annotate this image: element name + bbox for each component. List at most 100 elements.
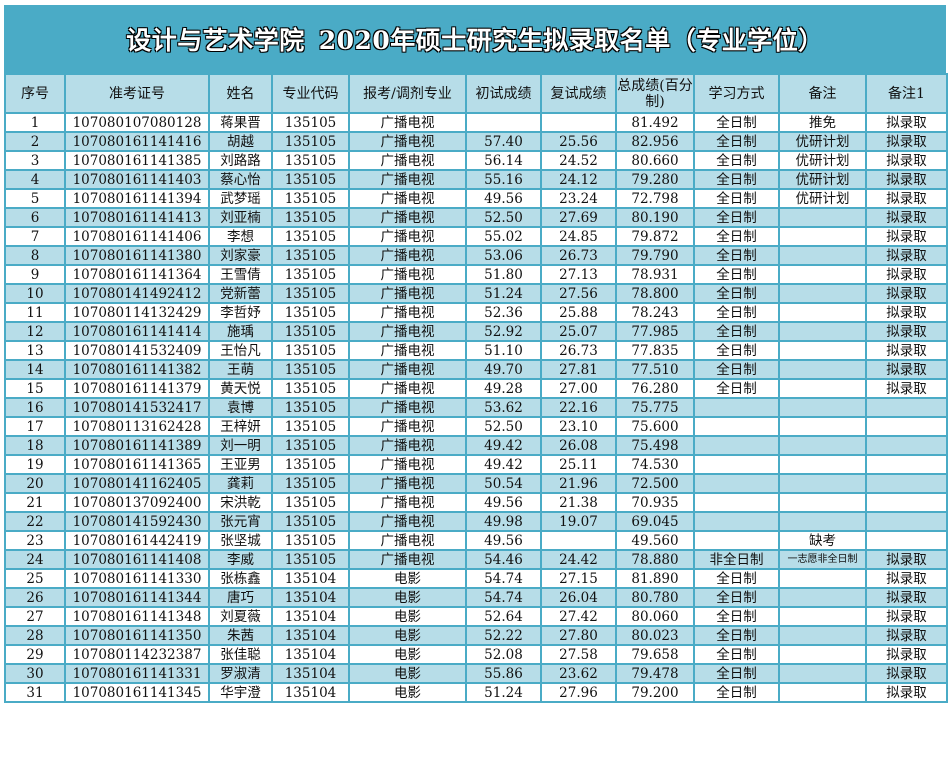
cell-study-mode: 全日制 [693, 568, 780, 589]
cell-major-code: 135104 [271, 625, 350, 646]
cell-retest-score: 27.81 [540, 359, 617, 380]
cell-major-code: 135105 [271, 416, 350, 437]
cell-exam-id: 107080161442419 [64, 530, 210, 551]
cell-name: 张栋鑫 [208, 568, 273, 589]
cell-remark1: 拟录取 [865, 625, 948, 646]
cell-exam-id: 107080161141389 [64, 435, 210, 456]
cell-remark [778, 245, 867, 266]
cell-prelim-score: 49.70 [465, 359, 542, 380]
cell-remark [778, 587, 867, 608]
cell-major-code: 135105 [271, 283, 350, 304]
cell-exam-id: 107080161141348 [64, 606, 210, 627]
table-row: 5 107080161141394 武梦瑶 135105 广播电视 49.56 23.24 7… [4, 188, 948, 209]
cell-remark [778, 378, 867, 399]
cell-seq: 16 [4, 397, 66, 418]
cell-retest-score: 24.85 [540, 226, 617, 247]
cell-exam-id: 107080161141330 [64, 568, 210, 589]
cell-prelim-score: 49.56 [465, 530, 542, 551]
column-header-exam-id: 准考证号 [64, 73, 210, 114]
cell-remark1 [865, 492, 948, 513]
table-row: 9 107080161141364 王雪倩 135105 广播电视 51.80 27.13 7… [4, 264, 948, 285]
cell-remark [778, 226, 867, 247]
cell-exam-id: 107080161141350 [64, 625, 210, 646]
cell-major-code: 135104 [271, 682, 350, 703]
cell-retest-score: 23.10 [540, 416, 617, 437]
cell-remark1: 拟录取 [865, 245, 948, 266]
title-school: 设计与艺术学院 [126, 26, 305, 55]
cell-seq: 15 [4, 378, 66, 399]
cell-major: 广播电视 [348, 150, 467, 171]
table-row: 4 107080161141403 蔡心怡 135105 广播电视 55.16 24.12 7… [4, 169, 948, 190]
cell-study-mode: 全日制 [693, 663, 780, 684]
cell-prelim-score: 52.50 [465, 416, 542, 437]
cell-study-mode [693, 473, 780, 494]
cell-prelim-score: 53.62 [465, 397, 542, 418]
table-row: 19 107080161141365 王亚男 135105 广播电视 49.42 25.11… [4, 454, 948, 475]
cell-total-score: 72.500 [615, 473, 695, 494]
cell-study-mode: 全日制 [693, 625, 780, 646]
cell-name: 龚莉 [208, 473, 273, 494]
cell-study-mode: 全日制 [693, 112, 780, 133]
cell-remark [778, 435, 867, 456]
table-row: 24 107080161141408 李威 135105 广播电视 54.46 24.42 7… [4, 549, 948, 570]
cell-total-score: 81.492 [615, 112, 695, 133]
column-header-prelim-score: 初试成绩 [465, 73, 542, 114]
cell-remark1: 拟录取 [865, 549, 948, 570]
cell-remark1: 拟录取 [865, 606, 948, 627]
cell-study-mode [693, 397, 780, 418]
cell-exam-id: 107080161141403 [64, 169, 210, 190]
cell-major: 电影 [348, 682, 467, 703]
cell-remark [778, 644, 867, 665]
cell-major-code: 135105 [271, 530, 350, 551]
cell-exam-id: 107080161141413 [64, 207, 210, 228]
cell-remark1: 拟录取 [865, 568, 948, 589]
table-row: 21 107080137092400 宋洪乾 135105 广播电视 49.56 21.38… [4, 492, 948, 513]
cell-major-code: 135105 [271, 473, 350, 494]
cell-prelim-score: 51.24 [465, 682, 542, 703]
cell-retest-score [540, 112, 617, 133]
cell-prelim-score: 54.46 [465, 549, 542, 570]
cell-prelim-score: 49.98 [465, 511, 542, 532]
cell-name: 李想 [208, 226, 273, 247]
cell-total-score: 80.023 [615, 625, 695, 646]
table-row: 27 107080161141348 刘夏薇 135104 电影 52.64 27.42 80… [4, 606, 948, 627]
cell-remark1 [865, 473, 948, 494]
cell-name: 王萌 [208, 359, 273, 380]
cell-study-mode [693, 511, 780, 532]
cell-major: 广播电视 [348, 397, 467, 418]
cell-seq: 30 [4, 663, 66, 684]
cell-name: 胡越 [208, 131, 273, 152]
cell-study-mode: 全日制 [693, 302, 780, 323]
cell-seq: 29 [4, 644, 66, 665]
cell-exam-id: 107080161141394 [64, 188, 210, 209]
cell-retest-score: 24.12 [540, 169, 617, 190]
cell-study-mode: 全日制 [693, 169, 780, 190]
cell-exam-id: 107080107080128 [64, 112, 210, 133]
cell-prelim-score: 52.64 [465, 606, 542, 627]
cell-major-code: 135105 [271, 321, 350, 342]
cell-remark1: 拟录取 [865, 283, 948, 304]
cell-prelim-score: 49.42 [465, 454, 542, 475]
cell-major: 电影 [348, 587, 467, 608]
cell-name: 刘夏薇 [208, 606, 273, 627]
cell-major-code: 135105 [271, 454, 350, 475]
cell-major: 广播电视 [348, 511, 467, 532]
cell-exam-id: 107080161141365 [64, 454, 210, 475]
cell-seq: 12 [4, 321, 66, 342]
cell-seq: 22 [4, 511, 66, 532]
cell-name: 朱茜 [208, 625, 273, 646]
cell-retest-score: 26.73 [540, 245, 617, 266]
cell-retest-score: 26.04 [540, 587, 617, 608]
cell-remark [778, 359, 867, 380]
cell-seq: 25 [4, 568, 66, 589]
cell-remark [778, 416, 867, 437]
cell-major: 广播电视 [348, 321, 467, 342]
cell-remark: 优研计划 [778, 150, 867, 171]
cell-total-score: 77.985 [615, 321, 695, 342]
cell-exam-id: 107080161141382 [64, 359, 210, 380]
cell-prelim-score: 49.56 [465, 492, 542, 513]
cell-name: 蒋果晋 [208, 112, 273, 133]
cell-exam-id: 107080161141380 [64, 245, 210, 266]
cell-total-score: 80.060 [615, 606, 695, 627]
cell-major-code: 135105 [271, 245, 350, 266]
